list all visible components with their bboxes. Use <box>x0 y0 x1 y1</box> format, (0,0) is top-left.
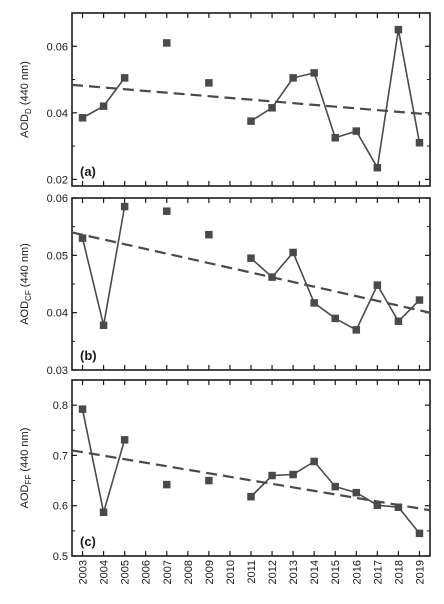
panel-label: (a) <box>80 164 96 179</box>
panel-a: 0.02 0.04 0.06 AODD (440 nm) (a) <box>19 12 431 187</box>
y-axis-title: AODFF (440 nm) <box>19 428 33 509</box>
data-point <box>247 254 255 262</box>
y-tick-label: 0.03 <box>47 365 68 377</box>
y-axis-title-main: AOD <box>19 114 31 138</box>
x-axis-labels: 2003 2004 2005 2006 2007 2008 2009 2010 2011 2012… <box>78 560 427 584</box>
data-point <box>415 296 424 304</box>
y-axis-title: AODCF (440 nm) <box>19 243 33 325</box>
data-point <box>310 457 318 466</box>
plot-frame <box>71 379 431 557</box>
data-point <box>415 529 424 538</box>
y-tick-label: 0.05 <box>47 250 68 262</box>
x-tick-label: 2013 <box>288 560 300 584</box>
data-point <box>268 104 276 112</box>
data-point <box>247 492 255 501</box>
x-tick-label: 2015 <box>330 560 342 584</box>
series-line <box>250 460 421 534</box>
x-tick-label: 2012 <box>267 560 279 584</box>
series-line <box>82 77 126 119</box>
data-point <box>163 480 171 489</box>
data-point <box>373 501 382 509</box>
x-tick-label: 2004 <box>99 560 111 584</box>
y-axis-title-sub: D <box>24 108 33 114</box>
data-point <box>99 321 108 330</box>
data-point <box>310 299 318 307</box>
data-point <box>289 470 297 479</box>
data-point <box>331 134 339 142</box>
y-axis-title-unit: (440 nm) <box>19 61 31 108</box>
data-point <box>99 508 108 517</box>
data-point <box>120 74 129 82</box>
data-point <box>310 69 318 77</box>
series-line <box>81 206 126 326</box>
x-tick-label: 2006 <box>141 560 153 584</box>
data-point <box>373 281 382 289</box>
x-tick-label: 2005 <box>120 560 132 584</box>
data-point <box>78 234 87 242</box>
y-tick-label: 0.7 <box>53 450 68 462</box>
data-point <box>247 117 255 125</box>
x-tick-label: 2007 <box>162 560 174 584</box>
y-axis-title-sub: CF <box>24 290 33 301</box>
series-line <box>250 29 421 171</box>
data-point <box>163 207 171 215</box>
y-axis-title-sub: FF <box>24 475 33 485</box>
data-point <box>205 79 213 87</box>
y-axis-title-main: AOD <box>19 484 31 508</box>
data-point <box>78 405 87 413</box>
x-tick-label: 2008 <box>183 560 195 584</box>
panel-c: 0.5 0.6 0.7 0.8 AODFF (440 nm) (c) <box>19 379 431 563</box>
x-tick-label: 2019 <box>414 560 426 584</box>
trend-line <box>71 83 431 116</box>
data-point <box>394 25 403 34</box>
y-axis-title-unit: (440 nm) <box>19 428 31 475</box>
data-point <box>120 202 129 211</box>
panel-b: 0.03 0.04 0.05 0.06 AODCF (440 nm) (b) <box>19 193 431 377</box>
y-tick-label: 0.04 <box>47 108 68 120</box>
series-line <box>81 409 126 513</box>
data-point <box>163 39 171 47</box>
x-tick-label: 2009 <box>204 560 216 584</box>
panel-label: (c) <box>80 534 96 549</box>
data-point <box>268 471 276 480</box>
data-point <box>331 482 339 491</box>
x-tick-label: 2011 <box>246 560 258 584</box>
y-tick-label: 0.04 <box>47 308 68 320</box>
data-point <box>99 102 108 110</box>
data-point <box>78 114 87 122</box>
data-point <box>373 163 382 172</box>
y-tick-label: 0.06 <box>47 193 68 205</box>
data-point <box>394 503 403 511</box>
data-point <box>352 326 361 334</box>
data-point <box>331 314 339 323</box>
data-point <box>120 436 129 444</box>
trend-line <box>71 449 431 512</box>
panel-label: (b) <box>80 348 97 363</box>
data-point <box>352 488 361 497</box>
y-tick-label: 0.06 <box>47 41 68 53</box>
data-point <box>352 127 361 135</box>
y-axis-title: AODD (440 nm) <box>19 61 33 138</box>
x-tick-label: 2003 <box>78 560 90 584</box>
x-tick-label: 2010 <box>225 560 237 584</box>
data-point <box>289 74 297 82</box>
y-axis-title-main: AOD <box>19 301 31 325</box>
y-tick-label: 0.02 <box>47 174 68 186</box>
data-point <box>415 139 424 147</box>
data-point <box>289 248 297 257</box>
x-tick-label: 2018 <box>393 560 405 584</box>
y-tick-label: 0.5 <box>53 551 68 563</box>
data-point <box>268 273 276 281</box>
data-point <box>394 317 403 326</box>
data-point <box>205 476 213 485</box>
data-point <box>205 230 213 239</box>
y-tick-label: 0.8 <box>53 400 68 412</box>
y-axis-title-unit: (440 nm) <box>19 243 31 290</box>
trend-line <box>71 231 431 314</box>
x-tick-label: 2017 <box>372 560 384 584</box>
x-tick-label: 2014 <box>309 560 321 584</box>
y-tick-label: 0.6 <box>53 501 68 513</box>
x-tick-label: 2016 <box>351 560 363 584</box>
